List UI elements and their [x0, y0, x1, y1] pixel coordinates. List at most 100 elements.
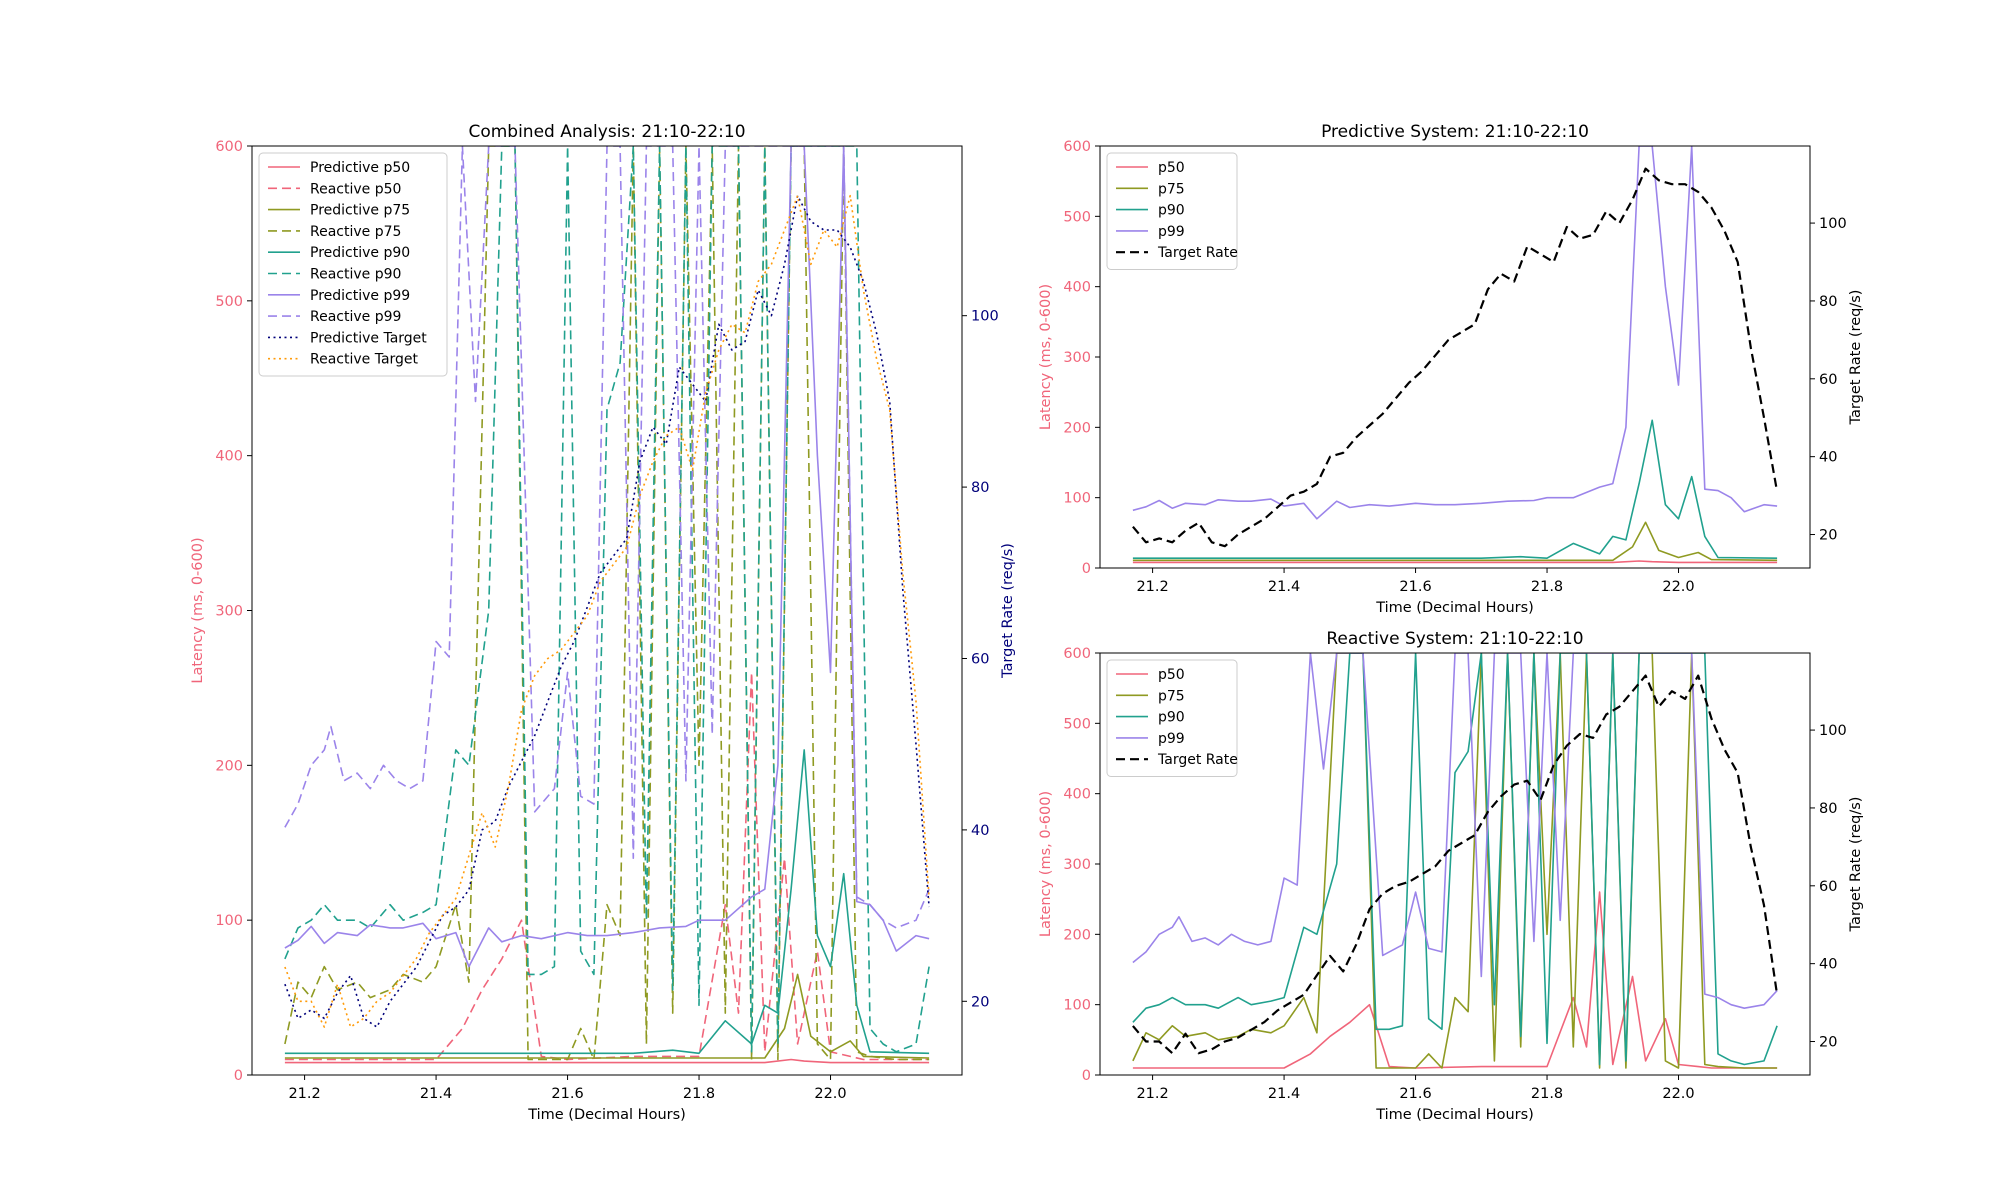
y-right-axis-label: Target Rate (req/s)	[1000, 543, 1016, 679]
plot-area	[284, 146, 930, 1064]
legend: p50 p75 p90 p99 Target Rate	[1106, 152, 1238, 270]
x-tick-label: 21.4	[420, 1086, 452, 1102]
legend-label: Predictive p99	[310, 288, 410, 304]
legend: Predictive p50 Reactive p50 Predictive p75…	[258, 152, 448, 377]
legend-label: Reactive p99	[310, 309, 401, 325]
x-tick-label: 21.4	[1268, 579, 1300, 595]
series-line-predictive-p99	[284, 146, 930, 968]
x-tick-label: 21.8	[1531, 1086, 1563, 1102]
x-tick-label: 22.0	[814, 1086, 846, 1102]
legend-label: Predictive Target	[310, 330, 427, 346]
y-tick-label: 300	[1063, 350, 1091, 366]
y-tick-label: 500	[1063, 716, 1091, 732]
legend-label: p50	[1158, 667, 1185, 683]
legend-label: p90	[1158, 710, 1185, 726]
y-tick-label: 400	[215, 449, 243, 465]
legend-label: Target Rate	[1157, 752, 1238, 768]
x-axis-label: Time (Decimal Hours)	[1375, 600, 1534, 616]
plot-area	[1132, 653, 1779, 1069]
x-tick-label: 21.2	[288, 1086, 320, 1102]
y-right-axis-label: Target Rate (req/s)	[1848, 290, 1864, 426]
chart-reactive: 21.2 21.4 21.6 21.8 22.0 0 100 200 300 400 500 600 2…	[1038, 629, 1864, 1123]
y-tick-label: 0	[1082, 1068, 1091, 1084]
plot-area	[1132, 146, 1779, 564]
y-tick-label: 100	[1063, 491, 1091, 507]
legend-label: Reactive Target	[310, 352, 419, 368]
y-tick-label: 100	[215, 913, 243, 929]
x-tick-label: 22.0	[1662, 1086, 1694, 1102]
legend-label: p75	[1158, 688, 1185, 704]
chart-title: Reactive System: 21:10-22:10	[1326, 629, 1583, 649]
y-tick-label: 300	[215, 604, 243, 620]
y-axis-label: Latency (ms, 0-600)	[190, 537, 206, 683]
y-tick-label: 400	[1063, 787, 1091, 803]
y-right-tick-label: 100	[1819, 723, 1847, 739]
legend-label: p99	[1158, 731, 1185, 747]
y-right-tick-label: 40	[1819, 450, 1837, 466]
y-tick-label: 400	[1063, 280, 1091, 296]
y-right-tick-label: 80	[971, 480, 989, 496]
x-tick-label: 21.8	[683, 1086, 715, 1102]
x-tick-label: 21.2	[1136, 579, 1168, 595]
y-tick-label: 500	[1063, 209, 1091, 225]
y-right-tick-label: 60	[971, 651, 989, 667]
y-right-tick-label: 20	[1819, 1035, 1837, 1051]
x-tick-label: 21.8	[1531, 579, 1563, 595]
y-right-tick-label: 80	[1819, 294, 1837, 310]
y-tick-label: 600	[215, 139, 243, 155]
legend-label: p75	[1158, 181, 1185, 197]
y-tick-label: 600	[1063, 139, 1091, 155]
series-line-p90	[1132, 653, 1778, 1066]
y-right-tick-label: 80	[1819, 801, 1837, 817]
y-tick-label: 200	[215, 758, 243, 774]
legend-label: Reactive p90	[310, 267, 401, 283]
y-axis-label: Latency (ms, 0-600)	[1038, 284, 1054, 430]
x-tick-label: 21.6	[551, 1086, 583, 1102]
legend-box	[1106, 659, 1238, 777]
y-right-tick-label: 60	[1819, 372, 1837, 388]
series-line-predictive-target	[284, 194, 930, 1028]
y-tick-label: 0	[234, 1068, 243, 1084]
x-tick-label: 21.4	[1268, 1086, 1300, 1102]
series-line-reactive-p50	[284, 671, 930, 1061]
y-right-tick-label: 100	[1819, 216, 1847, 232]
series-line-p50	[1132, 560, 1778, 564]
y-tick-label: 500	[215, 294, 243, 310]
legend-label: Predictive p50	[310, 160, 410, 176]
y-right-tick-label: 60	[1819, 879, 1837, 895]
legend-label: p90	[1158, 203, 1185, 219]
series-line-target-rate	[1132, 674, 1779, 1055]
y-tick-label: 300	[1063, 857, 1091, 873]
series-line-predictive-p90	[284, 749, 930, 1055]
y-right-tick-label: 20	[1819, 528, 1837, 544]
legend-label: p99	[1158, 224, 1185, 240]
x-tick-label: 22.0	[1662, 579, 1694, 595]
series-line-p90	[1132, 419, 1778, 560]
x-axis-label: Time (Decimal Hours)	[527, 1107, 686, 1123]
x-axis-label: Time (Decimal Hours)	[1375, 1107, 1534, 1123]
x-tick-label: 21.6	[1399, 579, 1431, 595]
y-tick-label: 100	[1063, 998, 1091, 1014]
chart-title: Predictive System: 21:10-22:10	[1321, 122, 1589, 142]
series-line-reactive-p90	[284, 146, 930, 1053]
y-right-axis-label: Target Rate (req/s)	[1848, 797, 1864, 933]
y-tick-label: 0	[1082, 561, 1091, 577]
series-line-target-rate	[1132, 167, 1779, 548]
chart-predictive: 21.2 21.4 21.6 21.8 22.0 0 100 200 300 400 500 600 2…	[1038, 122, 1864, 616]
series-line-p99	[1132, 653, 1778, 1010]
x-tick-label: 21.2	[1136, 1086, 1168, 1102]
legend-label: Reactive p75	[310, 224, 401, 240]
chart-combined: 21.2 21.4 21.6 21.8 22.0 0 100 200 300 400 500 600 2…	[190, 122, 1016, 1123]
legend-label: Target Rate	[1157, 245, 1238, 261]
legend-box	[1106, 152, 1238, 270]
y-right-tick-label: 20	[971, 994, 989, 1010]
series-line-predictive-p75	[284, 973, 930, 1059]
y-right-tick-label: 40	[1819, 957, 1837, 973]
legend-label: Predictive p90	[310, 245, 410, 261]
legend: p50 p75 p90 p99 Target Rate	[1106, 659, 1238, 777]
x-tick-label: 21.6	[1399, 1086, 1431, 1102]
series-line-p75	[1132, 521, 1778, 562]
y-right-tick-label: 100	[971, 309, 999, 325]
series-line-p99	[1132, 146, 1778, 520]
